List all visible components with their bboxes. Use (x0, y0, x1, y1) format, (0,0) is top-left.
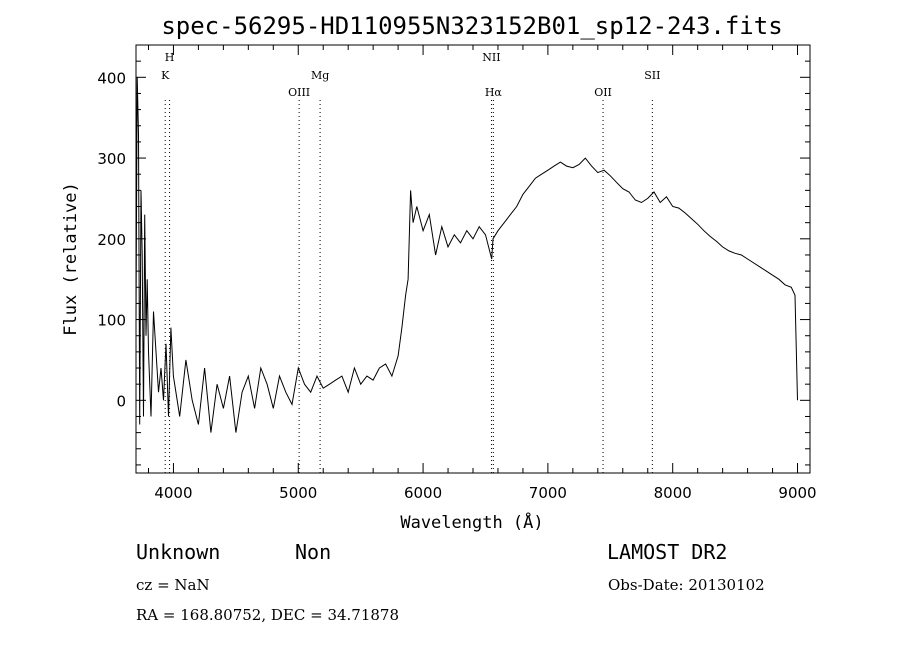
y-tick-label: 100 (97, 312, 126, 330)
emission-line-label: OII (594, 86, 612, 99)
spectrum-series (135, 77, 798, 433)
emission-line-label: SII (644, 69, 660, 82)
x-tick-label: 5000 (279, 484, 317, 502)
x-tick-label: 4000 (154, 484, 192, 502)
y-tick-label: 200 (97, 231, 126, 249)
object-subclass: Non (295, 540, 332, 564)
emission-line-label: K (161, 69, 170, 82)
x-tick-label: 8000 (654, 484, 692, 502)
x-tick-label: 6000 (404, 484, 442, 502)
observation-date: Obs-Date: 20130102 (608, 576, 765, 594)
redshift-value: cz = NaN (136, 576, 210, 594)
y-tick-label: 400 (97, 69, 126, 87)
coordinates: RA = 168.80752, DEC = 34.71878 (136, 606, 400, 624)
y-tick-label: 300 (97, 150, 126, 168)
chart-title: spec-56295-HD110955N323152B01_sp12-243.f… (161, 12, 782, 40)
plot-frame (135, 44, 811, 474)
emission-line-label: Hα (485, 86, 503, 99)
emission-line-label: H (165, 51, 175, 64)
axis-ticks: 4000 5000 6000 7000 8000 9000 0 100 200 300 400 (97, 44, 817, 502)
object-class: Unknown (136, 540, 221, 564)
spectrum-line (135, 77, 798, 433)
emission-line-label: Mg (311, 69, 329, 82)
emission-line-label: OIII (288, 86, 310, 99)
x-axis-label: Wavelength (Å) (400, 511, 543, 533)
y-axis-label: Flux (relative) (61, 182, 81, 336)
x-tick-label: 9000 (778, 484, 816, 502)
survey-name: LAMOST DR2 (607, 540, 728, 564)
y-tick-label: 0 (116, 392, 126, 410)
emission-line-label: NII (482, 51, 500, 64)
x-tick-label: 7000 (529, 484, 567, 502)
